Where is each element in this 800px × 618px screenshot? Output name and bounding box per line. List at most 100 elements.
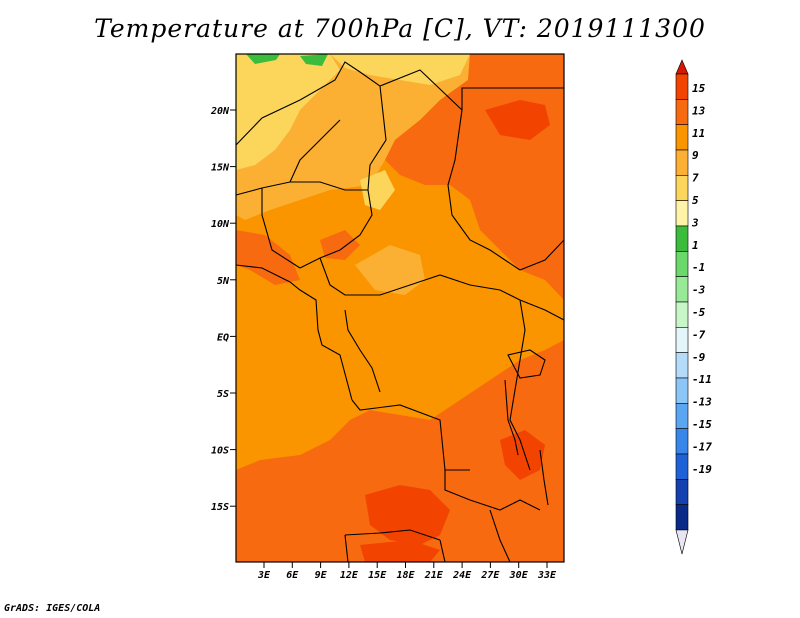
colorbar-label: -3 <box>692 284 706 297</box>
colorbar-segment <box>675 124 689 151</box>
lat-label: 5S <box>217 389 229 400</box>
border-angola-south <box>344 529 441 541</box>
map-frame <box>235 53 565 563</box>
lat-label: EQ <box>217 332 229 343</box>
border-niger-east <box>289 119 341 183</box>
border-sahara <box>235 61 387 191</box>
grads-credit: GrADS: IGES/COLA <box>4 603 101 614</box>
border-lake-tanganyika <box>504 379 519 456</box>
border-drc-east <box>509 299 531 471</box>
warm-zone-central-north <box>320 230 360 260</box>
colorbar-label: -19 <box>692 463 712 476</box>
colorbar-segment <box>675 276 689 303</box>
colorbar: 15 13 11 9 7 5 3 1 -1 -3 -5 -7 -9 -11 -13 -15 -17 -19 <box>675 59 712 555</box>
border-zambia <box>444 470 541 511</box>
colorbar-label: 3 <box>691 216 699 229</box>
colorbar-label: 15 <box>692 82 706 95</box>
lat-label: 10N <box>211 219 230 230</box>
colorbar-label: 7 <box>692 172 699 185</box>
border-kenya <box>519 299 565 321</box>
cool-zone-central <box>355 245 425 295</box>
lat-label: 15N <box>211 163 230 174</box>
lat-label: 15S <box>211 502 229 513</box>
border-libya <box>379 69 463 111</box>
colorbar-label: 11 <box>692 127 705 140</box>
lon-label: 12E <box>340 570 359 581</box>
colorbar-label: -9 <box>692 351 706 364</box>
colorbar-segment <box>675 251 689 277</box>
border-ethiopia <box>519 239 565 271</box>
colorbar-label: -7 <box>692 328 706 341</box>
lon-label: 9E <box>315 570 328 581</box>
border-congo-west <box>344 309 381 393</box>
colorbar-segment <box>675 479 689 505</box>
cooler-zone-northeast <box>330 54 470 85</box>
border-chad-south <box>299 189 373 269</box>
border-namibia <box>344 534 349 563</box>
border-chad-sudan <box>447 109 521 271</box>
colorbar-segment <box>675 301 689 328</box>
warm-zone-westcoast <box>236 230 300 285</box>
colorbar-label: -13 <box>692 396 712 409</box>
colorbar-segment <box>675 453 689 480</box>
colorbar-label: -15 <box>692 418 712 431</box>
colorbar-low-arrow <box>675 529 689 555</box>
border-botswana <box>439 539 446 563</box>
lon-label: 18E <box>396 570 415 581</box>
colorbar-label: 13 <box>692 104 706 117</box>
border-lake-victoria <box>507 349 546 379</box>
border-car <box>319 257 521 301</box>
colorbar-label: -5 <box>692 306 706 319</box>
temperature-map <box>236 54 564 562</box>
colorbar-segment <box>675 73 689 100</box>
lon-label: 3E <box>257 570 271 581</box>
lon-label: 6E <box>286 570 299 581</box>
colorbar-segment <box>675 327 689 353</box>
hot-zone-southeast <box>500 430 545 480</box>
colorbar-high-arrow <box>675 59 689 75</box>
colorbar-label: -1 <box>692 261 705 274</box>
hot-zone-southwest <box>360 540 440 562</box>
colorbar-segment <box>675 225 689 252</box>
lon-label: 30E <box>509 570 529 581</box>
colorbar-label: -11 <box>692 373 712 386</box>
country-borders <box>235 61 565 563</box>
colorbar-segment <box>675 99 689 125</box>
colorbar-segment <box>675 403 689 429</box>
green-zone-north <box>246 54 280 64</box>
warm-zone-south <box>236 340 564 562</box>
lon-label: 33E <box>537 570 557 581</box>
border-sudan-north <box>461 87 564 110</box>
hot-zone-east <box>485 100 550 140</box>
axes: 20N 15N 10N 5N EQ 5S 10S 15S 3E 6E 9E 12E 15E 18E 21E 2… <box>210 106 557 581</box>
colorbar-label: 5 <box>692 194 699 207</box>
border-nigeria <box>235 181 368 196</box>
lon-label: 21E <box>424 570 444 581</box>
colorbar-segment <box>675 504 689 531</box>
border-nigeria-south <box>261 188 301 269</box>
green-zone-north-2 <box>300 54 328 66</box>
lat-label: 10S <box>211 446 229 457</box>
lat-label: 20N <box>210 106 230 117</box>
colorbar-segment <box>675 377 689 404</box>
cooler-zone-north <box>236 54 340 170</box>
colorbar-label: 1 <box>692 239 699 252</box>
lon-label: 24E <box>452 570 472 581</box>
colorbar-segment <box>675 200 689 227</box>
colorbar-segment <box>675 175 689 201</box>
border-coast-west <box>235 264 353 401</box>
lat-label: 5N <box>217 276 230 287</box>
colorbar-label: 9 <box>692 149 699 162</box>
border-zimbabwe <box>489 509 511 563</box>
border-lake-malawi <box>539 449 549 506</box>
colorbar-segment <box>675 149 689 176</box>
lon-label: 15E <box>368 570 387 581</box>
colorbar-label: -17 <box>692 440 712 453</box>
plot-title: Temperature at 700hPa [C], VT: 201911130… <box>94 14 706 43</box>
colorbar-segment <box>675 352 689 379</box>
colorbar-segment <box>675 428 689 455</box>
lon-label: 27E <box>480 570 500 581</box>
hot-zone-south <box>365 485 450 545</box>
